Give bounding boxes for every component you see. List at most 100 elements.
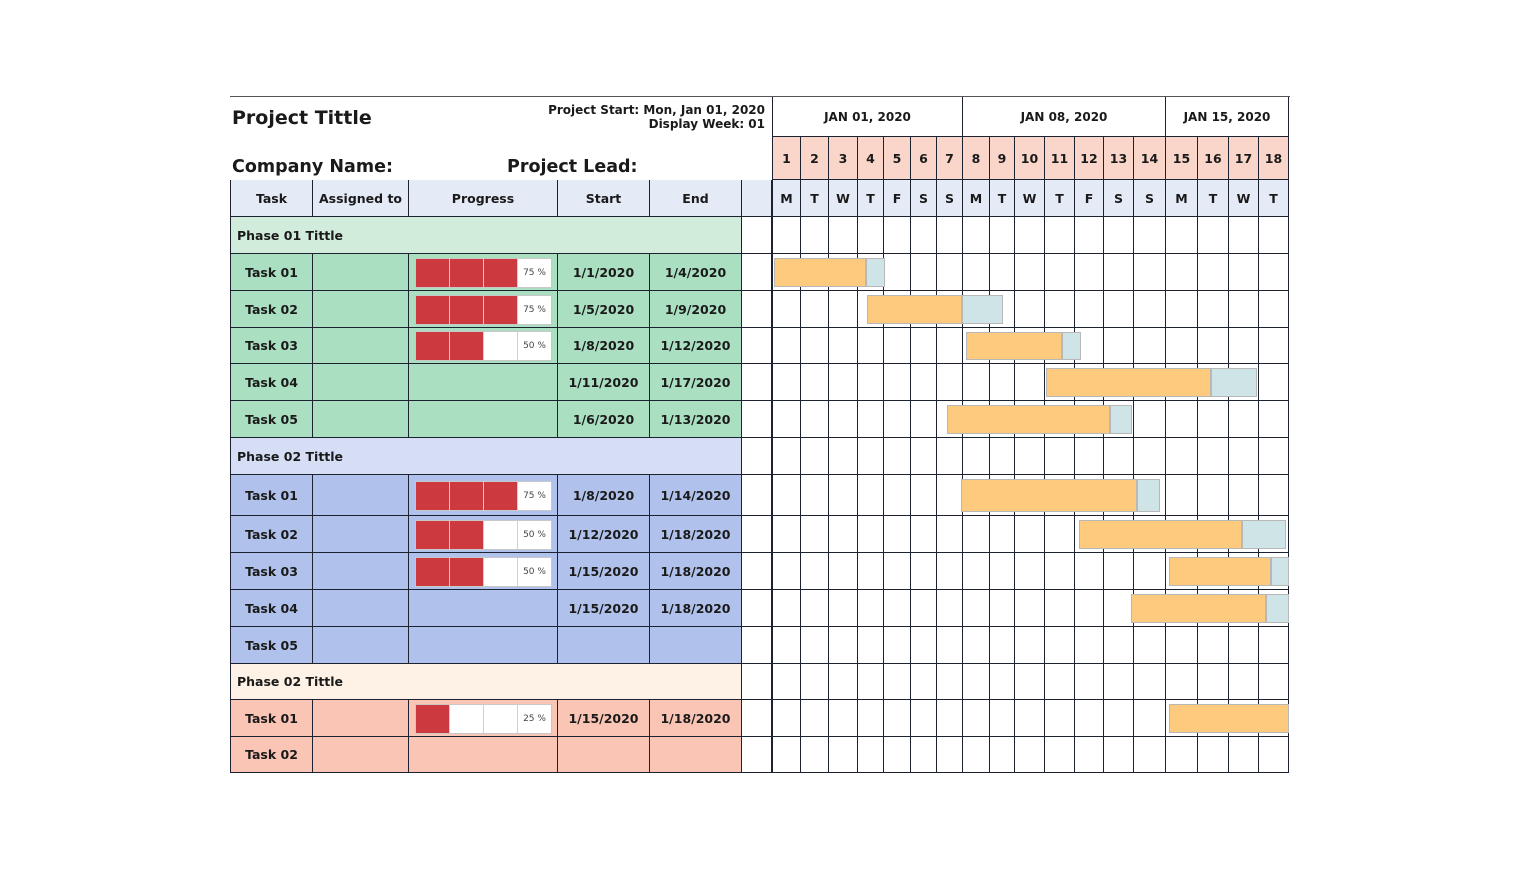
task-task-cell[interactable]: Task 02	[230, 291, 313, 328]
task-end-cell[interactable]: 1/13/2020	[650, 401, 742, 438]
gantt-bar-done[interactable]	[774, 258, 866, 287]
task-task-cell[interactable]: Task 01	[230, 475, 313, 516]
task-start-cell[interactable]: 1/12/2020	[558, 516, 650, 553]
task-end-cell[interactable]: 1/18/2020	[650, 590, 742, 627]
task-task-cell[interactable]: Task 02	[230, 516, 313, 553]
task-assigned-to-cell[interactable]	[313, 700, 409, 737]
column-header-assigned-to[interactable]: Assigned to	[313, 180, 409, 217]
task-end-cell[interactable]: 1/4/2020	[650, 254, 742, 291]
progress-bar: 50 %	[415, 556, 552, 587]
task-task-cell[interactable]: Task 03	[230, 328, 313, 364]
gantt-bar-remaining[interactable]	[1266, 594, 1289, 623]
gantt-bar-done[interactable]	[1046, 368, 1211, 397]
task-task-cell[interactable]: Task 01	[230, 700, 313, 737]
gantt-bar-remaining[interactable]	[1110, 405, 1132, 434]
gantt-bar-done[interactable]	[966, 332, 1062, 360]
gantt-gap	[742, 475, 772, 516]
weekday-label: T	[1045, 180, 1075, 217]
gantt-bar-remaining[interactable]	[1242, 520, 1286, 549]
task-assigned-to-cell[interactable]	[313, 254, 409, 291]
progress-segment	[450, 258, 484, 287]
progress-segment	[450, 520, 484, 549]
task-start-cell[interactable]: 1/11/2020	[558, 364, 650, 401]
gantt-bar-done[interactable]	[1131, 594, 1266, 623]
task-assigned-to-cell[interactable]	[313, 328, 409, 364]
task-assigned-to-cell[interactable]	[313, 475, 409, 516]
task-start-cell[interactable]	[558, 737, 650, 773]
gantt-gap	[742, 737, 772, 773]
task-start-cell[interactable]: 1/15/2020	[558, 553, 650, 590]
task-assigned-to-cell[interactable]	[313, 590, 409, 627]
gantt-bar-done[interactable]	[1079, 520, 1242, 549]
gantt-cell	[1104, 291, 1134, 328]
task-start-cell[interactable]: 1/8/2020	[558, 475, 650, 516]
task-start-cell[interactable]: 1/1/2020	[558, 254, 650, 291]
gantt-bar-done[interactable]	[1169, 557, 1271, 586]
task-task-cell[interactable]: Task 04	[230, 590, 313, 627]
gantt-cell	[1198, 664, 1229, 700]
task-assigned-to-cell[interactable]	[313, 627, 409, 664]
task-task-cell[interactable]: Task 03	[230, 553, 313, 590]
day-number: 17	[1229, 137, 1259, 180]
gantt-gap	[742, 291, 772, 328]
task-assigned-to-cell[interactable]	[313, 553, 409, 590]
gantt-bar-remaining[interactable]	[1137, 479, 1160, 512]
progress-label: 75 %	[523, 304, 546, 315]
task-progress-cell	[409, 627, 558, 664]
gantt-cell	[963, 438, 990, 475]
gantt-bar-done[interactable]	[867, 295, 962, 324]
task-end-cell[interactable]: 1/18/2020	[650, 700, 742, 737]
week-header: JAN 08, 2020	[963, 97, 1166, 137]
gantt-cell	[1166, 627, 1198, 664]
task-end-cell[interactable]: 1/18/2020	[650, 553, 742, 590]
task-start-cell[interactable]: 1/15/2020	[558, 590, 650, 627]
task-end-cell[interactable]: 1/18/2020	[650, 516, 742, 553]
column-header-task[interactable]: Task	[230, 180, 313, 217]
task-assigned-to-cell[interactable]	[313, 364, 409, 401]
task-end-cell[interactable]	[650, 737, 742, 773]
gantt-bar-done[interactable]	[1169, 704, 1289, 733]
task-task-cell[interactable]: Task 05	[230, 401, 313, 438]
task-task-cell[interactable]: Task 01	[230, 254, 313, 291]
gantt-bar-done[interactable]	[947, 405, 1110, 434]
gantt-bar-remaining[interactable]	[1062, 332, 1081, 360]
task-assigned-to-cell[interactable]	[313, 291, 409, 328]
task-end-cell[interactable]: 1/9/2020	[650, 291, 742, 328]
task-task-cell[interactable]: Task 05	[230, 627, 313, 664]
task-start-cell[interactable]: 1/8/2020	[558, 328, 650, 364]
gantt-bar-remaining[interactable]	[1271, 557, 1289, 586]
task-start-cell[interactable]: 1/15/2020	[558, 700, 650, 737]
gantt-bar-remaining[interactable]	[1211, 368, 1257, 397]
task-end-cell[interactable]: 1/17/2020	[650, 364, 742, 401]
gantt-cell	[829, 401, 858, 438]
gantt-cell	[990, 217, 1015, 254]
gantt-cell	[772, 737, 801, 773]
column-header-progress[interactable]: Progress	[409, 180, 558, 217]
task-end-cell[interactable]: 1/14/2020	[650, 475, 742, 516]
task-task-cell[interactable]: Task 02	[230, 737, 313, 773]
column-header-start[interactable]: Start	[558, 180, 650, 217]
task-end-cell[interactable]	[650, 627, 742, 664]
gantt-bar-remaining[interactable]	[866, 258, 885, 287]
gantt-bar-done[interactable]	[961, 479, 1137, 512]
weekday-label: T	[990, 180, 1015, 217]
task-assigned-to-cell[interactable]	[313, 401, 409, 438]
task-start-cell[interactable]: 1/6/2020	[558, 401, 650, 438]
gantt-cell	[1229, 254, 1259, 291]
gantt-cell	[990, 553, 1015, 590]
progress-label: 75 %	[523, 490, 546, 501]
task-assigned-to-cell[interactable]	[313, 737, 409, 773]
gantt-cell	[829, 475, 858, 516]
gantt-cell	[801, 328, 829, 364]
gantt-gap	[742, 401, 772, 438]
task-task-cell[interactable]: Task 04	[230, 364, 313, 401]
gantt-cell	[884, 217, 911, 254]
task-assigned-to-cell[interactable]	[313, 516, 409, 553]
gantt-cell	[1015, 737, 1045, 773]
gantt-bar-remaining[interactable]	[962, 295, 1003, 324]
gantt-cell	[1229, 737, 1259, 773]
column-header-end[interactable]: End	[650, 180, 742, 217]
task-start-cell[interactable]	[558, 627, 650, 664]
task-end-cell[interactable]: 1/12/2020	[650, 328, 742, 364]
task-start-cell[interactable]: 1/5/2020	[558, 291, 650, 328]
